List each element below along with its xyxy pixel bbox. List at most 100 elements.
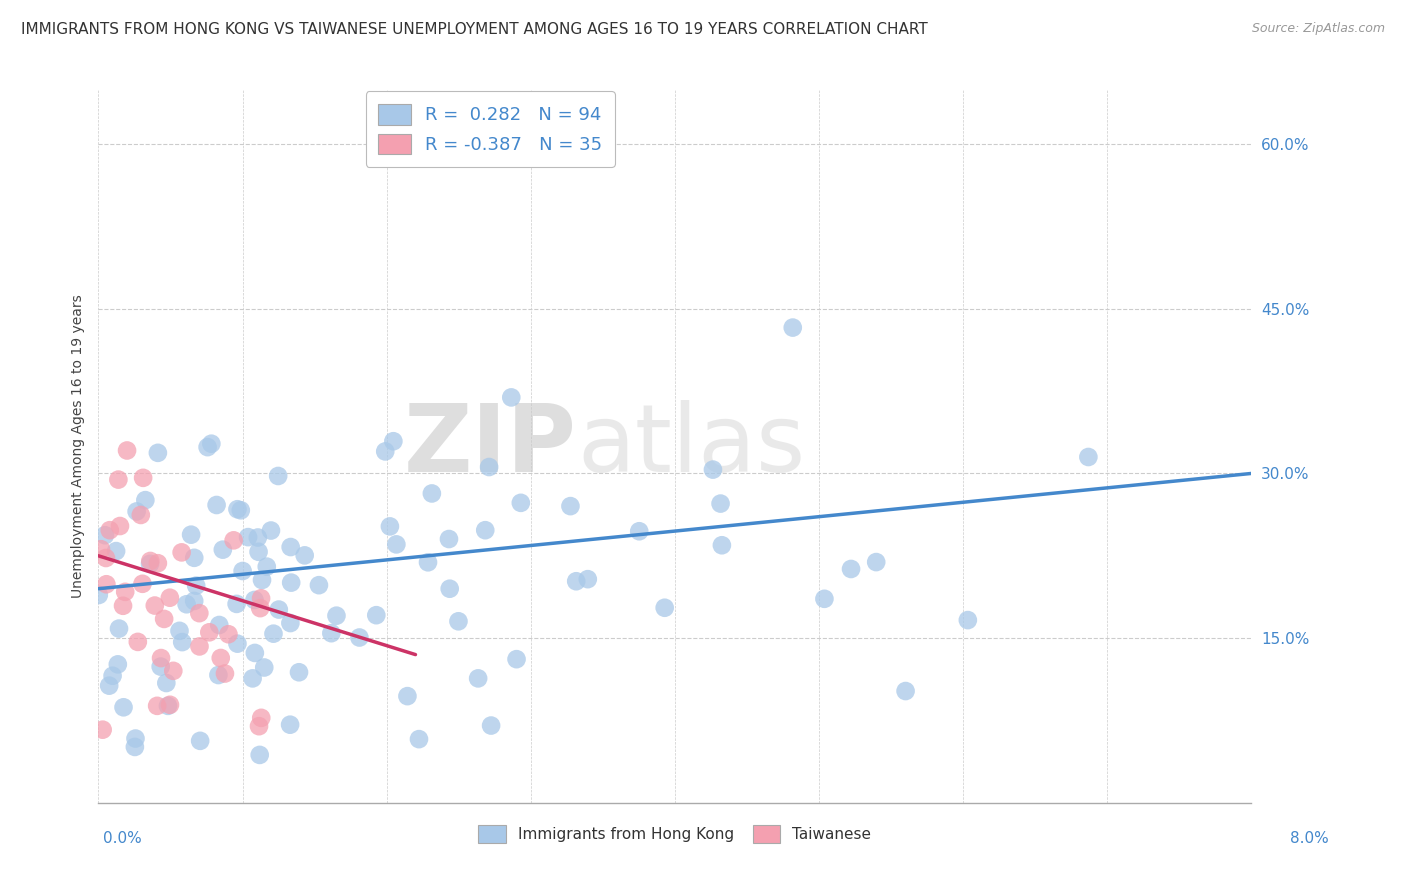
Point — [242, 672, 264, 686]
Point — [183, 550, 205, 565]
Point — [124, 731, 146, 746]
Text: atlas: atlas — [576, 400, 806, 492]
Point — [207, 668, 229, 682]
Point — [253, 660, 276, 674]
Point — [180, 527, 202, 541]
Point — [98, 679, 121, 693]
Point — [349, 631, 371, 645]
Point — [501, 391, 523, 405]
Point — [139, 557, 162, 571]
Point — [247, 719, 270, 733]
Point — [374, 444, 396, 458]
Point — [474, 523, 496, 537]
Point — [243, 593, 266, 607]
Point — [94, 528, 117, 542]
Point — [198, 625, 221, 640]
Text: 8.0%: 8.0% — [1289, 831, 1329, 846]
Point — [108, 519, 131, 533]
Text: ZIP: ZIP — [404, 400, 576, 492]
Point — [114, 585, 136, 599]
Point — [420, 486, 443, 500]
Text: IMMIGRANTS FROM HONG KONG VS TAIWANESE UNEMPLOYMENT AMONG AGES 16 TO 19 YEARS CO: IMMIGRANTS FROM HONG KONG VS TAIWANESE U… — [21, 22, 928, 37]
Point — [98, 523, 121, 537]
Point — [576, 572, 599, 586]
Point — [222, 533, 245, 548]
Point — [159, 591, 181, 605]
Point — [150, 651, 173, 665]
Point — [560, 499, 582, 513]
Point — [710, 538, 733, 552]
Point — [378, 519, 401, 533]
Point — [159, 698, 181, 712]
Point — [236, 530, 259, 544]
Point — [437, 532, 460, 546]
Point — [385, 537, 408, 551]
Point — [628, 524, 651, 539]
Point — [105, 544, 128, 558]
Point — [325, 608, 347, 623]
Point — [321, 626, 343, 640]
Point — [209, 651, 232, 665]
Point — [139, 554, 162, 568]
Point — [247, 545, 270, 559]
Point — [91, 723, 114, 737]
Point — [112, 700, 135, 714]
Point — [366, 608, 388, 623]
Point — [1077, 450, 1099, 464]
Point — [396, 689, 419, 703]
Point — [94, 551, 117, 566]
Point — [505, 652, 527, 666]
Point — [654, 600, 676, 615]
Point — [813, 591, 835, 606]
Point — [249, 747, 271, 762]
Point — [280, 615, 302, 630]
Point — [149, 659, 172, 673]
Point — [129, 508, 152, 522]
Point — [702, 462, 724, 476]
Point — [280, 575, 302, 590]
Point — [382, 434, 405, 449]
Point — [211, 542, 233, 557]
Point — [176, 597, 198, 611]
Point — [112, 599, 135, 613]
Point — [125, 504, 148, 518]
Point — [509, 496, 531, 510]
Point — [107, 473, 129, 487]
Point — [153, 612, 176, 626]
Point — [250, 711, 273, 725]
Point — [108, 622, 131, 636]
Point — [131, 576, 153, 591]
Point — [214, 666, 236, 681]
Point — [205, 498, 228, 512]
Point — [250, 573, 273, 587]
Point — [243, 646, 266, 660]
Point — [188, 734, 211, 748]
Point — [156, 698, 179, 713]
Point — [249, 601, 271, 615]
Point — [226, 637, 249, 651]
Point — [267, 469, 290, 483]
Point — [416, 555, 439, 569]
Point — [865, 555, 887, 569]
Point — [278, 717, 301, 731]
Point — [170, 545, 193, 559]
Point — [447, 615, 470, 629]
Point — [188, 640, 211, 654]
Point — [132, 471, 155, 485]
Point — [267, 602, 290, 616]
Point — [188, 606, 211, 620]
Point — [169, 624, 191, 638]
Point — [146, 698, 169, 713]
Point — [256, 559, 278, 574]
Point — [280, 540, 302, 554]
Point — [134, 493, 156, 508]
Legend: Immigrants from Hong Kong, Taiwanese: Immigrants from Hong Kong, Taiwanese — [472, 819, 877, 848]
Point — [565, 574, 588, 589]
Point — [246, 531, 269, 545]
Point — [260, 524, 283, 538]
Point — [200, 436, 222, 450]
Point — [162, 664, 184, 678]
Point — [288, 665, 311, 680]
Point — [172, 635, 194, 649]
Point — [115, 443, 138, 458]
